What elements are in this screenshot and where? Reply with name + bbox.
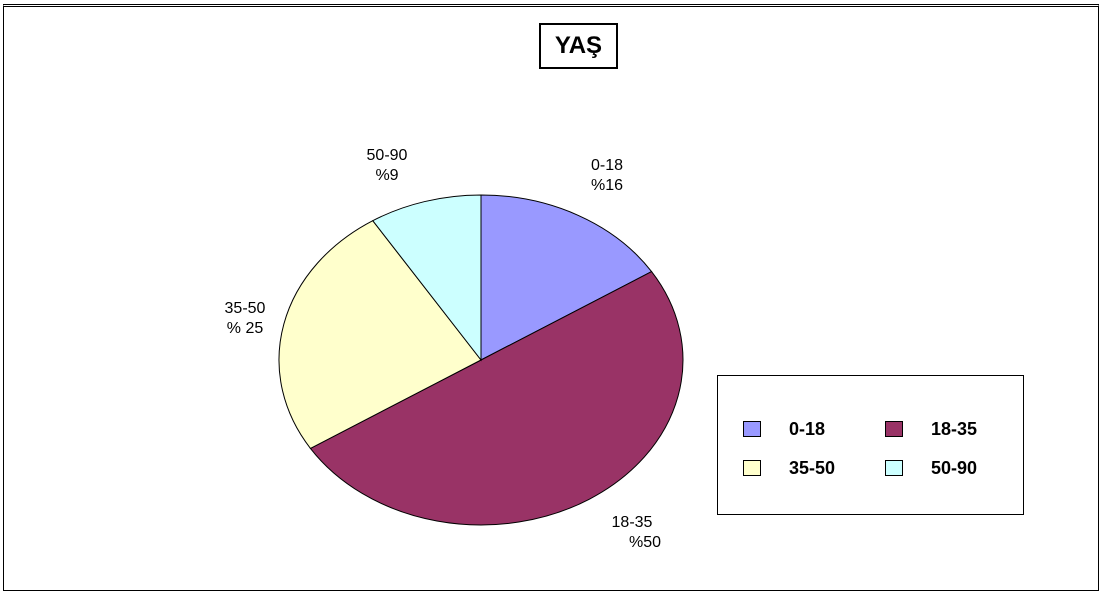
chart-frame [3, 4, 1099, 591]
legend: 0-18 18-35 35-50 50-90 [717, 375, 1024, 515]
pie-slice-18-35 [309, 270, 684, 526]
slice-label-category: 0-18 [591, 157, 623, 174]
legend-swatch [743, 460, 761, 476]
slice-label-percent: %50 [629, 534, 661, 551]
slice-label-category: 18-35 [612, 514, 653, 531]
slice-label-percent: % 25 [227, 320, 264, 337]
legend-label: 35-50 [789, 458, 836, 478]
chart-title: YAŞ [539, 23, 618, 69]
slice-label-percent: %16 [591, 177, 623, 194]
legend-swatch [885, 460, 903, 476]
pie-slice-35-50 [278, 220, 482, 450]
legend-swatch [885, 421, 903, 437]
legend-label: 0-18 [789, 419, 826, 439]
slice-label-percent: %9 [375, 167, 398, 184]
slice-label-category: 50-90 [367, 147, 408, 164]
legend-swatch [743, 421, 761, 437]
pie-slice-50-90 [371, 194, 482, 362]
legend-label: 18-35 [931, 419, 978, 439]
legend-label: 50-90 [931, 458, 978, 478]
pie-slice-0-18 [480, 194, 653, 361]
slice-label-category: 35-50 [225, 300, 266, 317]
